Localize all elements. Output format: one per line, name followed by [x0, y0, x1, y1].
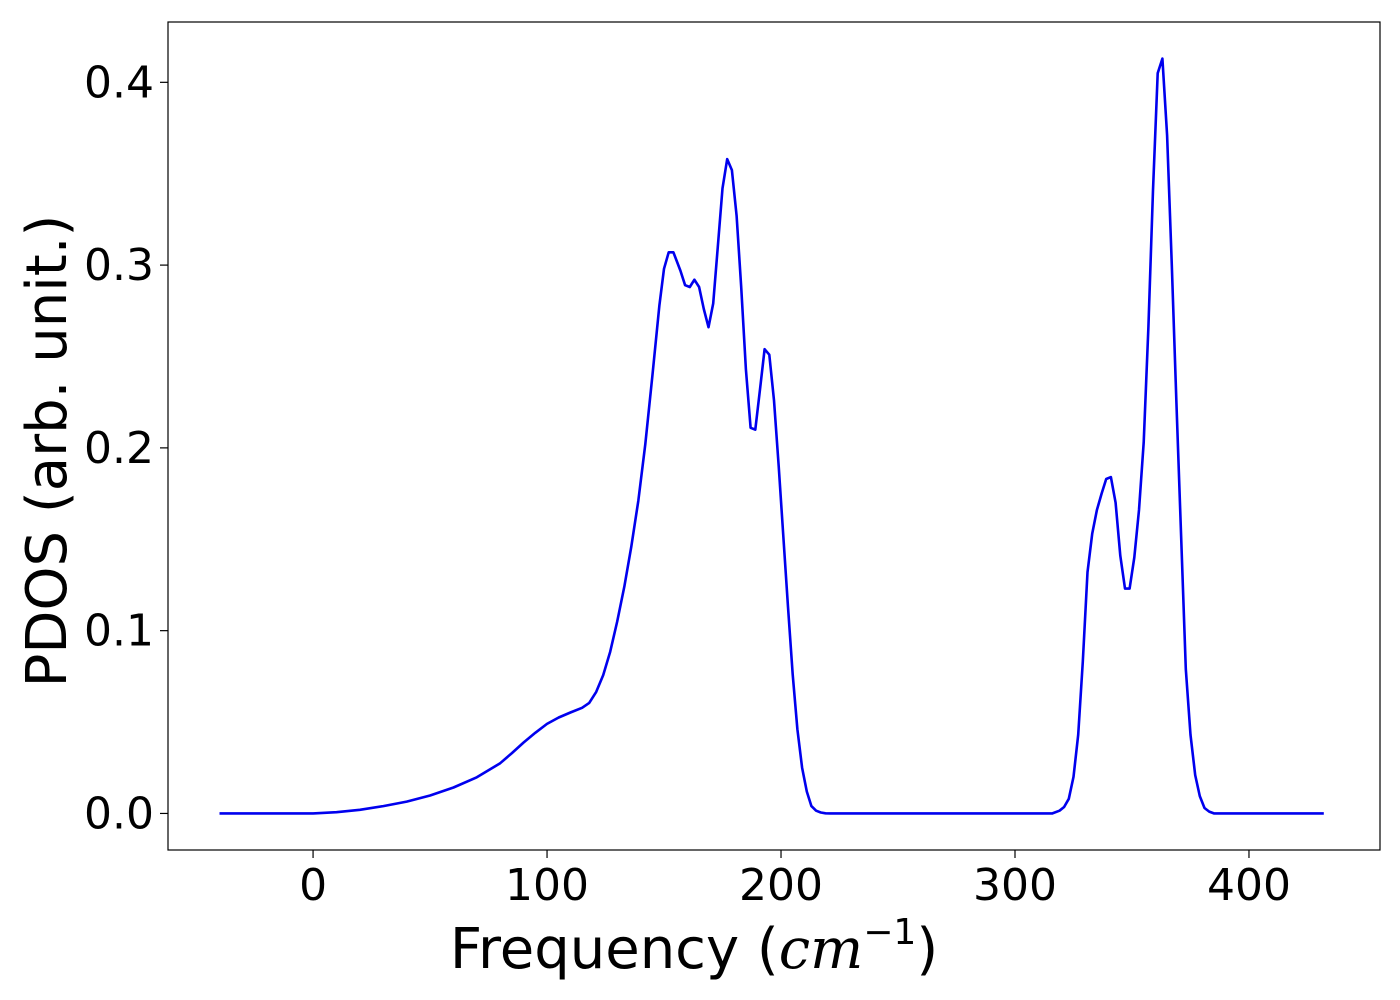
x-tick-label: 200 — [739, 860, 823, 911]
x-tick-label: 300 — [973, 860, 1057, 911]
plot-lines — [219, 57, 1324, 815]
y-tick-label: 0.4 — [84, 57, 154, 108]
x-axis-title-prefix: Frequency ( — [450, 917, 779, 982]
pdos-series-line — [219, 57, 1324, 815]
x-axis-title-exponent: −1 — [863, 912, 916, 953]
x-axis-title: Frequency (cm−1) — [450, 912, 938, 982]
y-tick-label: 0.2 — [84, 423, 154, 474]
y-axis-title: PDOS (arb. unit.) — [15, 215, 80, 688]
y-tick-label: 0.0 — [84, 788, 154, 839]
y-tick-label: 0.3 — [84, 240, 154, 291]
x-tick-label: 0 — [299, 860, 327, 911]
y-axis-ticks: 0.0 0.1 0.2 0.3 0.4 — [84, 57, 168, 839]
x-axis-ticks: 0 100 200 300 400 — [299, 850, 1291, 911]
plot-frame — [167, 21, 1381, 851]
x-axis-title-suffix: ) — [916, 917, 938, 982]
y-tick-label: 0.1 — [84, 606, 154, 657]
x-tick-label: 100 — [505, 860, 589, 911]
x-tick-label: 400 — [1207, 860, 1291, 911]
x-axis-title-unit: cm — [779, 917, 863, 982]
